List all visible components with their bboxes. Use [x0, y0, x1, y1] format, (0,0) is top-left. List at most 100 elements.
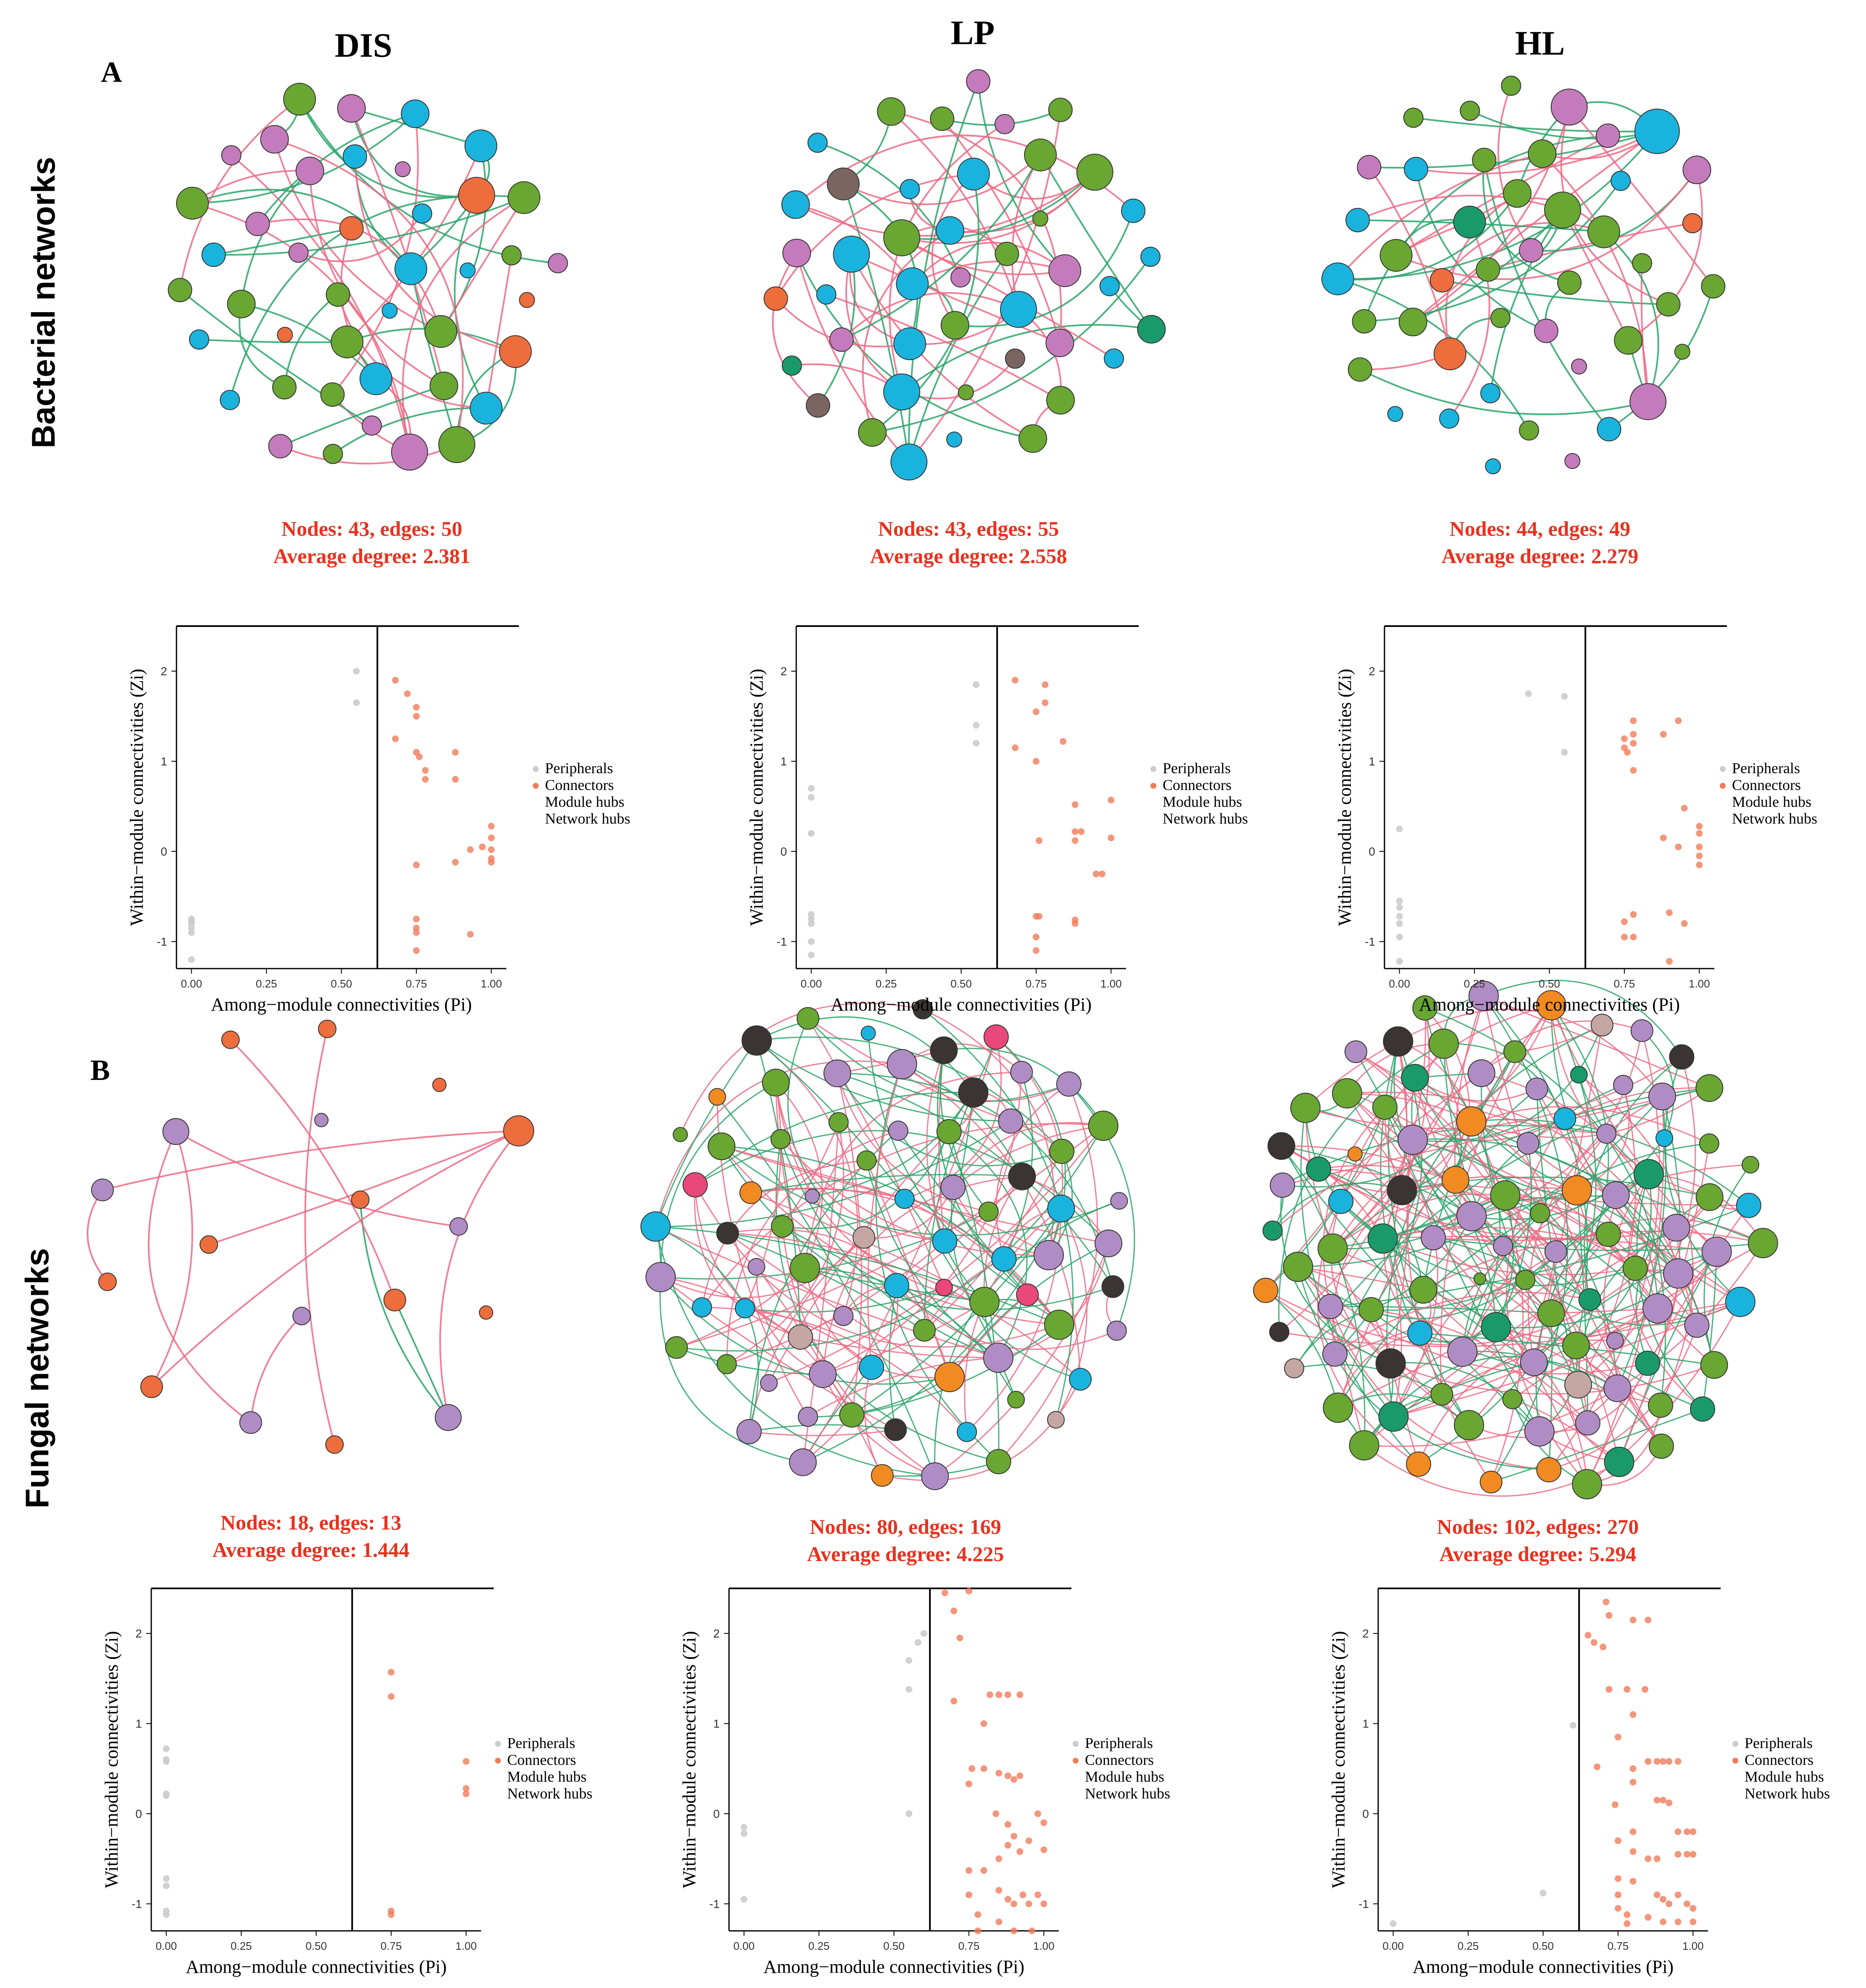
- x-tick-label: 0.00: [800, 977, 822, 990]
- network-edge: [944, 1048, 1104, 1126]
- network-node: [1328, 1189, 1354, 1214]
- network-node: [1421, 1225, 1446, 1251]
- network-node: [930, 106, 955, 131]
- network-node: [1447, 1336, 1478, 1367]
- network-edge: [1603, 1174, 1662, 1447]
- network-edge: [655, 1060, 902, 1227]
- network-node: [1269, 1322, 1290, 1342]
- network-edge: [1482, 160, 1570, 284]
- network-node: [1557, 270, 1582, 295]
- connector-point: [488, 858, 495, 866]
- network-node: [829, 327, 854, 352]
- network-edge: [822, 1301, 985, 1375]
- network-node: [932, 1228, 958, 1254]
- network-node: [1121, 198, 1146, 223]
- connector-point: [1032, 933, 1040, 940]
- network-node: [771, 1215, 794, 1238]
- network-node: [1578, 1288, 1601, 1311]
- legend-item: Module hubs: [1745, 1768, 1824, 1785]
- network-edge: [1627, 1174, 1703, 1410]
- network-edge: [655, 1226, 999, 1359]
- network-node: [424, 315, 458, 348]
- network-node: [1372, 1094, 1398, 1120]
- network-node: [1481, 1312, 1511, 1343]
- connector-point: [1011, 1776, 1017, 1783]
- network-node: [1433, 337, 1466, 371]
- legend-marker: [1720, 783, 1726, 789]
- network-node: [833, 1306, 854, 1326]
- stats-nodes-edges: Nodes: 43, edges: 55: [878, 517, 1059, 540]
- connector-point: [413, 704, 420, 711]
- network-node: [1590, 1014, 1613, 1037]
- network-edge: [1505, 1195, 1658, 1309]
- network-node: [1045, 329, 1074, 357]
- network-node: [1439, 408, 1459, 429]
- network-edge: [655, 1120, 1011, 1227]
- connector-point: [1674, 1851, 1682, 1858]
- network-node: [1699, 1133, 1719, 1154]
- x-axis-label: Among−module connectivities (Pi): [763, 1956, 1024, 1977]
- legend-marker: [1720, 766, 1726, 772]
- connector-point: [1684, 1851, 1690, 1858]
- connector-point: [950, 1607, 958, 1614]
- connector-point: [1042, 681, 1049, 688]
- network-edge: [795, 203, 913, 284]
- stats-average-degree: Average degree: 2.279: [1442, 544, 1639, 568]
- network-node: [1367, 1223, 1398, 1254]
- connector-point: [1660, 835, 1667, 841]
- network-node: [479, 1305, 493, 1320]
- network-node: [1467, 1059, 1495, 1087]
- stats-nodes-edges: Nodes: 102, edges: 270: [1437, 1515, 1639, 1538]
- network-edge: [787, 1018, 864, 1238]
- network-node: [1358, 1297, 1384, 1322]
- network-node: [1456, 1201, 1487, 1232]
- network-node: [859, 1354, 884, 1380]
- legend-marker: [495, 1741, 501, 1747]
- network-node: [983, 1343, 1013, 1373]
- network-node: [1550, 88, 1588, 126]
- network-edge: [1541, 153, 1649, 402]
- network-node: [708, 1132, 736, 1160]
- legend-item: Module hubs: [507, 1768, 587, 1785]
- connector-point: [1042, 699, 1049, 706]
- network-node: [162, 1118, 189, 1145]
- peripheral-point: [808, 785, 815, 792]
- network-node: [1553, 1107, 1576, 1130]
- network-edge: [1422, 1051, 1516, 1290]
- network-node: [1700, 1351, 1728, 1379]
- network-node: [339, 216, 364, 241]
- network-node: [1306, 1156, 1332, 1182]
- network-edge: [274, 138, 464, 445]
- network-node: [736, 1419, 762, 1444]
- network-node: [871, 1464, 894, 1487]
- network-node: [295, 156, 324, 185]
- network-edge: [1536, 1088, 1679, 1274]
- connector-point: [1614, 1733, 1621, 1740]
- legend-item: Peripherals: [1745, 1735, 1813, 1751]
- network-edge: [977, 81, 1066, 271]
- network-node: [1519, 420, 1539, 441]
- network-node: [323, 444, 343, 464]
- network-node: [936, 1119, 962, 1145]
- network-node: [1503, 1040, 1526, 1063]
- connector-point: [1611, 1801, 1619, 1808]
- network-node: [470, 392, 503, 425]
- network-node: [950, 267, 971, 288]
- network-node: [320, 382, 345, 407]
- network-node: [288, 242, 309, 263]
- network-edge: [889, 1285, 897, 1430]
- network-edge: [1330, 1306, 1365, 1446]
- network-node: [1604, 1447, 1634, 1477]
- y-tick-label: 2: [780, 665, 787, 678]
- network-node: [805, 1188, 820, 1204]
- network-node: [877, 97, 906, 126]
- network-node: [1016, 1283, 1039, 1306]
- y-axis-label: Within−module connectivities (Zi): [746, 669, 767, 926]
- network-node: [747, 1258, 766, 1276]
- network-edge: [922, 1008, 1074, 1420]
- network-node: [351, 1190, 370, 1209]
- network-node: [1048, 97, 1073, 122]
- stats-average-degree: Average degree: 4.225: [807, 1542, 1004, 1566]
